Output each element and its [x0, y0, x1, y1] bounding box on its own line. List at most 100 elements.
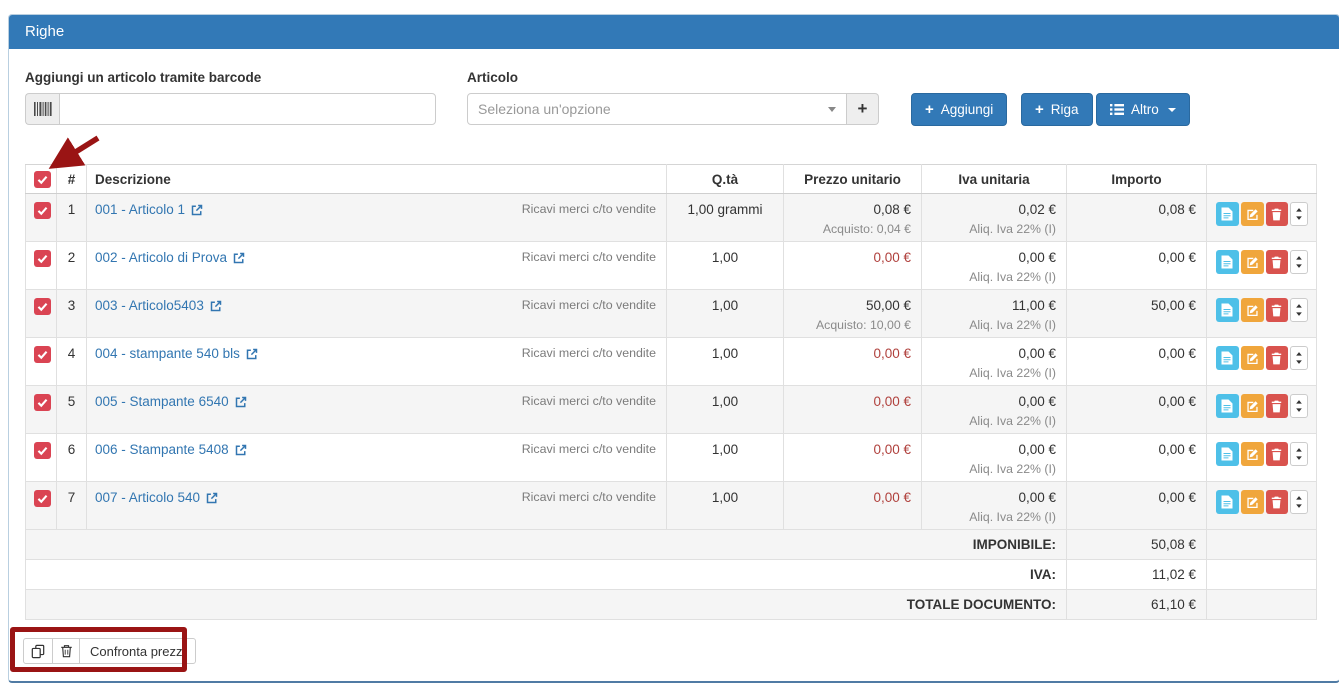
- vat-rate-label: Aliq. Iva 22% (I): [969, 462, 1056, 476]
- add-article-button[interactable]: +: [847, 93, 879, 125]
- riga-button[interactable]: + Riga: [1021, 93, 1093, 126]
- quantity-value: 1,00 grammi: [666, 193, 784, 242]
- row-sort-button[interactable]: [1290, 298, 1308, 322]
- list-icon: [1110, 104, 1124, 115]
- check-icon: [37, 175, 48, 184]
- article-link[interactable]: 001 - Articolo 1: [95, 202, 203, 217]
- article-link-label: 005 - Stampante 6540: [95, 394, 229, 409]
- article-link[interactable]: 007 - Articolo 540: [95, 490, 218, 505]
- header-descrizione: Descrizione: [86, 164, 667, 194]
- edit-icon: [1247, 208, 1258, 220]
- quantity-value: 1,00: [666, 289, 784, 338]
- delete-rows-button[interactable]: [52, 638, 80, 664]
- table-foot: IMPONIBILE: 50,08 € IVA: 11,02 € TOTALE …: [25, 529, 1317, 620]
- edit-icon: [1247, 256, 1258, 268]
- total-label: TOTALE DOCUMENTO:: [25, 589, 1067, 620]
- vat-rate-label: Aliq. Iva 22% (I): [969, 318, 1056, 332]
- conto-label: Ricavi merci c/to vendite: [521, 394, 656, 408]
- row-edit-button[interactable]: [1240, 202, 1264, 226]
- check-icon: [37, 446, 48, 456]
- check-icon: [37, 494, 48, 504]
- duplicate-rows-button[interactable]: [23, 638, 53, 664]
- row-number: 2: [56, 241, 87, 290]
- row-checkbox[interactable]: [34, 202, 51, 219]
- table-row: 1 001 - Articolo 1 Ricavi merci c/to ven…: [25, 193, 1317, 242]
- row-checkbox[interactable]: [34, 490, 51, 507]
- article-link-label: 007 - Articolo 540: [95, 490, 201, 505]
- amount-value: 0,00 €: [1158, 490, 1196, 505]
- total-row: IMPONIBILE: 50,08 €: [25, 529, 1317, 560]
- check-icon: [37, 350, 48, 360]
- sort-icon: [1296, 496, 1302, 508]
- righe-table: # Descrizione Q.tà Prezzo unitario Iva u…: [25, 164, 1317, 620]
- row-detail-button[interactable]: [1216, 250, 1239, 274]
- article-link[interactable]: 003 - Articolo5403: [95, 298, 222, 313]
- row-edit-button[interactable]: [1240, 250, 1264, 274]
- unit-vat-value: 0,00 €: [1018, 346, 1056, 361]
- row-edit-button[interactable]: [1240, 346, 1264, 370]
- row-sort-button[interactable]: [1290, 394, 1308, 418]
- vat-rate-label: Aliq. Iva 22% (I): [969, 414, 1056, 428]
- conto-label: Ricavi merci c/to vendite: [521, 442, 656, 456]
- unit-vat-value: 0,00 €: [1018, 442, 1056, 457]
- article-link-label: 001 - Articolo 1: [95, 202, 186, 217]
- row-delete-button[interactable]: [1265, 298, 1289, 322]
- row-checkbox[interactable]: [34, 394, 51, 411]
- row-sort-button[interactable]: [1290, 346, 1308, 370]
- row-delete-button[interactable]: [1265, 202, 1289, 226]
- aggiungi-button[interactable]: + Aggiungi: [911, 93, 1008, 126]
- row-checkbox[interactable]: [34, 298, 51, 315]
- row-detail-button[interactable]: [1216, 442, 1239, 466]
- row-detail-button[interactable]: [1216, 394, 1239, 418]
- header-num: #: [56, 164, 87, 194]
- row-detail-button[interactable]: [1216, 490, 1239, 514]
- trash-icon: [1272, 400, 1282, 412]
- row-edit-button[interactable]: [1240, 442, 1264, 466]
- row-sort-button[interactable]: [1290, 250, 1308, 274]
- edit-icon: [1247, 400, 1258, 412]
- row-checkbox[interactable]: [34, 250, 51, 267]
- row-checkbox[interactable]: [34, 442, 51, 459]
- article-link[interactable]: 004 - stampante 540 bls: [95, 346, 258, 361]
- row-edit-button[interactable]: [1240, 298, 1264, 322]
- row-delete-button[interactable]: [1265, 394, 1289, 418]
- article-link[interactable]: 005 - Stampante 6540: [95, 394, 247, 409]
- quantity-value: 1,00: [666, 241, 784, 290]
- row-detail-button[interactable]: [1216, 298, 1239, 322]
- external-link-icon: [206, 492, 218, 503]
- header-iva-unitaria: Iva unitaria: [921, 164, 1067, 194]
- row-delete-button[interactable]: [1265, 490, 1289, 514]
- altro-dropdown-button[interactable]: Altro: [1096, 93, 1190, 126]
- sort-icon: [1296, 208, 1302, 220]
- article-select[interactable]: Seleziona un'opzione: [467, 93, 847, 125]
- row-edit-button[interactable]: [1240, 490, 1264, 514]
- select-all-checkbox[interactable]: [34, 170, 51, 188]
- row-edit-button[interactable]: [1240, 394, 1264, 418]
- total-actions-empty: [1206, 529, 1317, 560]
- riga-label: Riga: [1050, 102, 1079, 117]
- row-delete-button[interactable]: [1265, 250, 1289, 274]
- article-link-label: 002 - Articolo di Prova: [95, 250, 228, 265]
- check-icon: [37, 206, 48, 216]
- unit-vat-value: 0,00 €: [1018, 490, 1056, 505]
- unit-price-value: 0,00 €: [873, 442, 911, 457]
- row-checkbox[interactable]: [34, 346, 51, 363]
- row-detail-button[interactable]: [1216, 346, 1239, 370]
- row-detail-button[interactable]: [1216, 202, 1239, 226]
- edit-icon: [1247, 352, 1258, 364]
- barcode-input[interactable]: [59, 93, 436, 125]
- vat-rate-label: Aliq. Iva 22% (I): [969, 270, 1056, 284]
- row-sort-button[interactable]: [1290, 442, 1308, 466]
- confronta-prezzi-button[interactable]: Confronta prezzi: [79, 638, 197, 664]
- vat-rate-label: Aliq. Iva 22% (I): [969, 222, 1056, 236]
- row-sort-button[interactable]: [1290, 202, 1308, 226]
- row-delete-button[interactable]: [1265, 442, 1289, 466]
- row-sort-button[interactable]: [1290, 490, 1308, 514]
- article-link[interactable]: 002 - Articolo di Prova: [95, 250, 245, 265]
- row-number: 4: [56, 337, 87, 386]
- quantity-value: 1,00: [666, 433, 784, 482]
- row-delete-button[interactable]: [1265, 346, 1289, 370]
- vat-rate-label: Aliq. Iva 22% (I): [969, 366, 1056, 380]
- article-link[interactable]: 006 - Stampante 5408: [95, 442, 247, 457]
- total-value: 50,08 €: [1066, 529, 1207, 560]
